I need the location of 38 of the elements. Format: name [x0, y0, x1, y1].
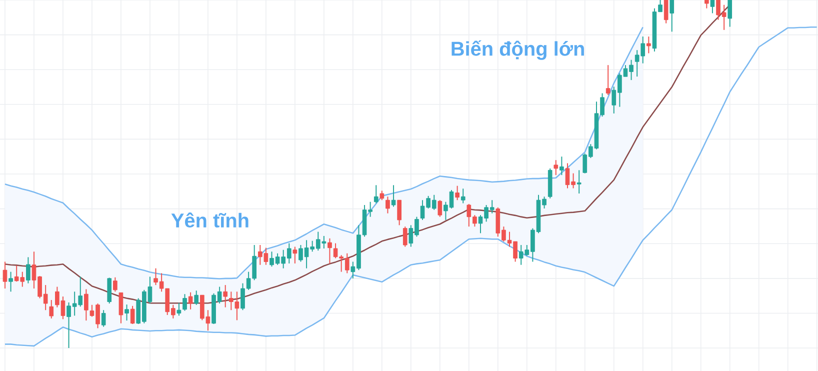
candlestick	[554, 160, 558, 176]
candlestick	[664, 0, 668, 24]
annotation: Biến động lớn	[452, 40, 584, 60]
candlestick	[397, 200, 402, 226]
candlestick	[176, 302, 182, 316]
candlestick	[606, 64, 610, 96]
candlestick	[113, 276, 118, 292]
candlestick	[292, 246, 298, 264]
candlestick	[223, 284, 228, 308]
candlestick	[402, 226, 408, 248]
candlestick	[670, 0, 674, 32]
candlestick	[380, 190, 384, 201]
candlestick	[646, 36, 651, 54]
candlestick	[328, 238, 332, 264]
candlestick	[8, 271, 13, 292]
candlestick	[130, 305, 135, 325]
annotation: Yên tĩnh	[171, 212, 248, 228]
candlestick	[374, 184, 378, 204]
candlestick	[455, 185, 460, 201]
candlestick	[124, 304, 129, 322]
candlestick	[182, 294, 187, 312]
candlestick	[49, 300, 54, 319]
candlestick	[107, 277, 112, 304]
candlestick	[728, 0, 732, 28]
candlestick	[460, 188, 466, 204]
candlestick	[391, 184, 396, 208]
candlestick	[576, 170, 582, 194]
candlestick	[2, 261, 8, 290]
candlestick	[710, 0, 715, 14]
candlestick	[438, 200, 442, 218]
candlestick	[560, 156, 564, 176]
candlestick	[101, 310, 106, 328]
candlestick	[188, 292, 193, 310]
candlestick	[118, 292, 124, 324]
candlestick	[386, 196, 390, 214]
candlestick	[84, 288, 88, 322]
candlestick	[26, 256, 30, 284]
candlestick	[194, 290, 199, 306]
